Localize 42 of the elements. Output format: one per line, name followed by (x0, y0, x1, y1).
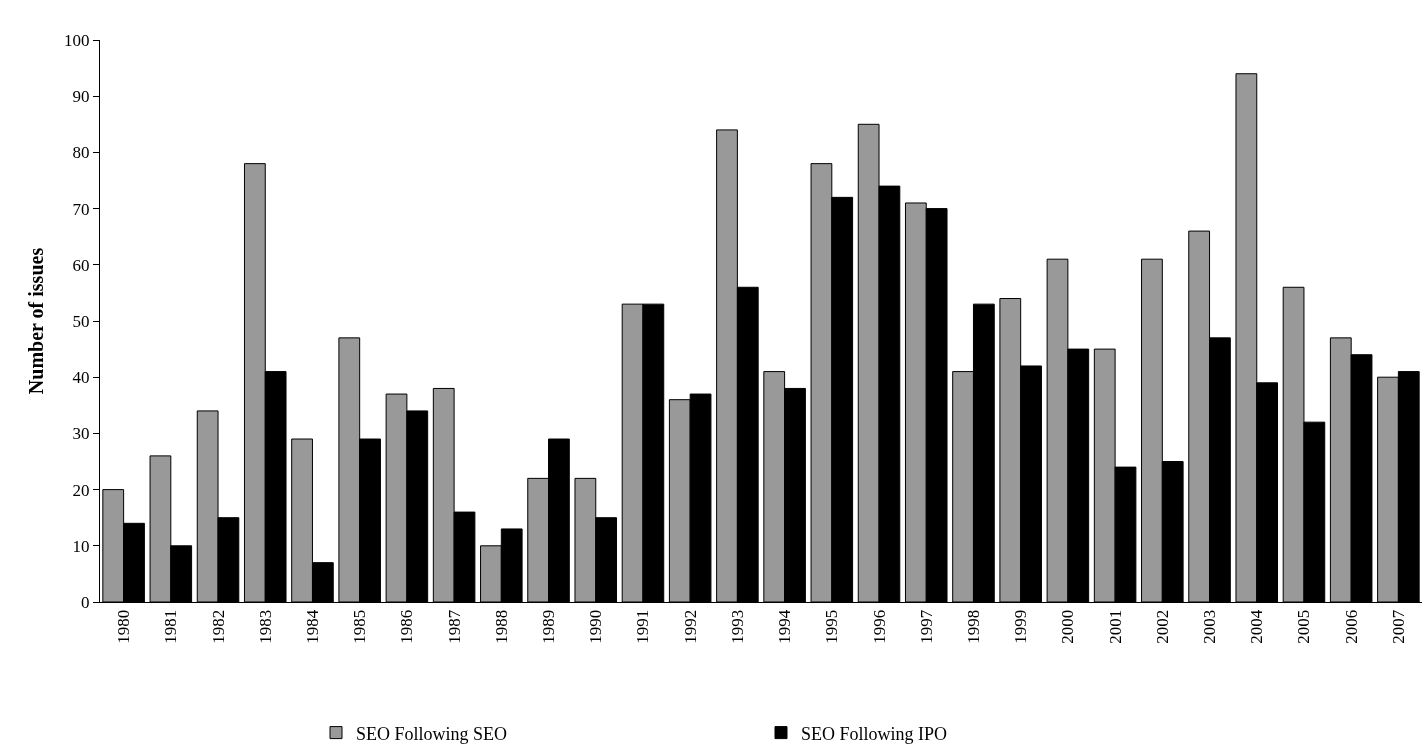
x-tick-label: 1996 (869, 609, 889, 644)
x-tick-label: 1981 (161, 609, 181, 644)
x-tick-label: 1999 (1011, 609, 1031, 644)
x-tick-label: 1986 (397, 609, 417, 644)
y-axis-title: Number of issues (24, 247, 47, 395)
x-tick-label: 2004 (1247, 609, 1267, 644)
x-tick-label: 2002 (1152, 609, 1172, 644)
y-tick-label: 30 (72, 424, 90, 444)
y-tick-label: 0 (81, 592, 90, 612)
x-tick-label: 1998 (963, 609, 983, 644)
x-tick-label: 1988 (491, 609, 511, 644)
x-tick-label: 1980 (114, 609, 134, 644)
x-tick-label: 1992 (680, 609, 700, 644)
x-tick-label: 2005 (1294, 609, 1314, 644)
x-tick-label: 1984 (302, 609, 322, 644)
y-tick-label: 70 (72, 199, 90, 219)
x-tick-label: 2001 (1105, 609, 1125, 644)
y-tick-label: 10 (72, 536, 90, 556)
x-tick-label: 2006 (1341, 609, 1361, 644)
x-tick-label: 1995 (822, 609, 842, 644)
y-tick-label: 90 (72, 87, 90, 107)
x-tick-label: 1982 (208, 609, 228, 644)
x-tick-label: 1991 (633, 609, 653, 644)
y-tick-label: 20 (72, 480, 90, 500)
x-tick-label: 1985 (350, 609, 370, 644)
legend-label: SEO Following IPO (801, 723, 948, 744)
y-tick-label: 100 (64, 30, 90, 50)
x-tick-label: 1987 (444, 609, 464, 644)
legend-label: SEO Following SEO (356, 723, 508, 744)
x-tick-label: 1983 (255, 609, 275, 644)
x-tick-label: 2003 (1200, 609, 1220, 644)
x-tick-label: 1993 (727, 609, 747, 644)
y-tick-label: 50 (72, 311, 90, 331)
y-tick-label: 60 (72, 255, 90, 275)
x-tick-label: 1997 (916, 609, 936, 644)
x-tick-label: 1990 (586, 609, 606, 644)
x-tick-label: 1994 (775, 609, 795, 644)
x-tick-label: 1989 (539, 609, 559, 644)
x-tick-label: 2007 (1388, 609, 1408, 644)
y-tick-label: 80 (72, 143, 90, 163)
y-tick-label: 40 (72, 368, 90, 388)
x-tick-label: 2000 (1058, 609, 1078, 644)
